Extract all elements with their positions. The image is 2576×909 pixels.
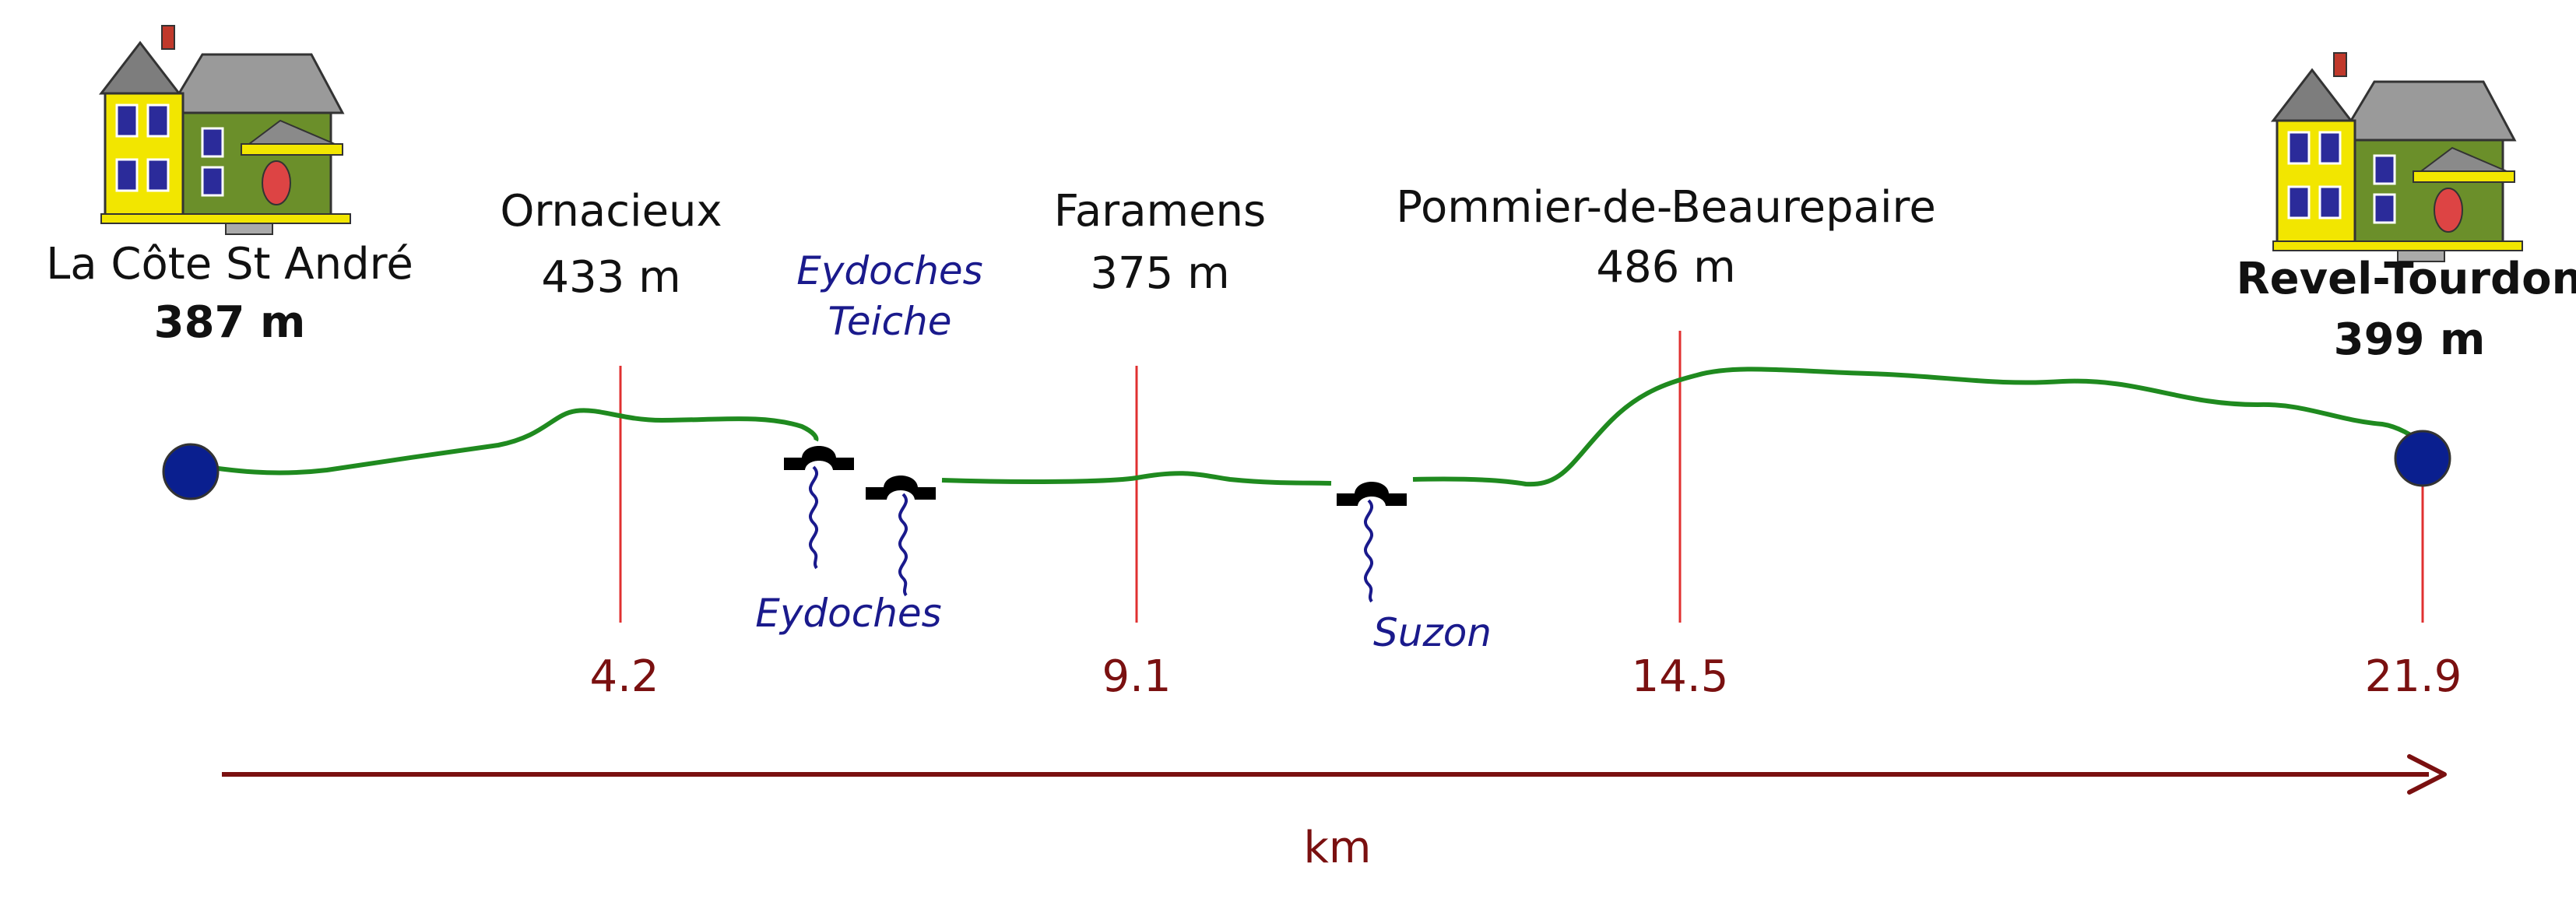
- waypoint-pommier-name: Pommier-de-Beaurepaire: [1396, 182, 1936, 233]
- elevation-profile-line: [190, 408, 819, 476]
- bridge-icon: [866, 476, 936, 500]
- house-icon: [2272, 51, 2524, 263]
- river-label-suzon: Suzon: [1373, 610, 1492, 655]
- km-label-pommier: 14.5: [1632, 651, 1729, 702]
- km-label-ornacieux: 4.2: [589, 651, 659, 702]
- arrow-right-icon: [2407, 754, 2447, 795]
- circle-marker-icon: [2394, 430, 2451, 487]
- km-label-revel: 21.9: [2365, 651, 2462, 702]
- waypoint-faramens-name: Faramens: [1054, 186, 1266, 237]
- waypoint-ornacieux-name: Ornacieux: [500, 186, 722, 237]
- end-name: Revel-Tourdon: [2237, 254, 2576, 304]
- axis-unit-label: km: [1304, 823, 1372, 873]
- river-squiggle-icon: [808, 465, 819, 570]
- circle-marker-icon: [162, 443, 220, 500]
- river-squiggle-icon: [898, 493, 908, 597]
- waypoint-pommier-altitude: 486 m: [1596, 242, 1735, 293]
- waypoint-faramens-altitude: 375 m: [1090, 248, 1229, 299]
- river-label-eydoches: Eydoches: [755, 591, 942, 636]
- elevation-profile-line: [941, 471, 1332, 486]
- house-icon: [100, 24, 352, 236]
- river-squiggle-icon: [1363, 499, 1374, 603]
- river-label-eydoches-teiche-1: Eydoches: [796, 248, 983, 293]
- start-altitude: 387 m: [154, 297, 306, 348]
- end-altitude: 399 m: [2334, 314, 2486, 365]
- start-name: La Côte St André: [46, 239, 413, 290]
- waypoint-ornacieux-altitude: 433 m: [541, 252, 680, 303]
- km-label-faramens: 9.1: [1102, 651, 1171, 702]
- river-label-eydoches-teiche-2: Teiche: [828, 299, 952, 344]
- elevation-profile-line: [1412, 367, 2424, 487]
- bridge-icon: [784, 446, 854, 470]
